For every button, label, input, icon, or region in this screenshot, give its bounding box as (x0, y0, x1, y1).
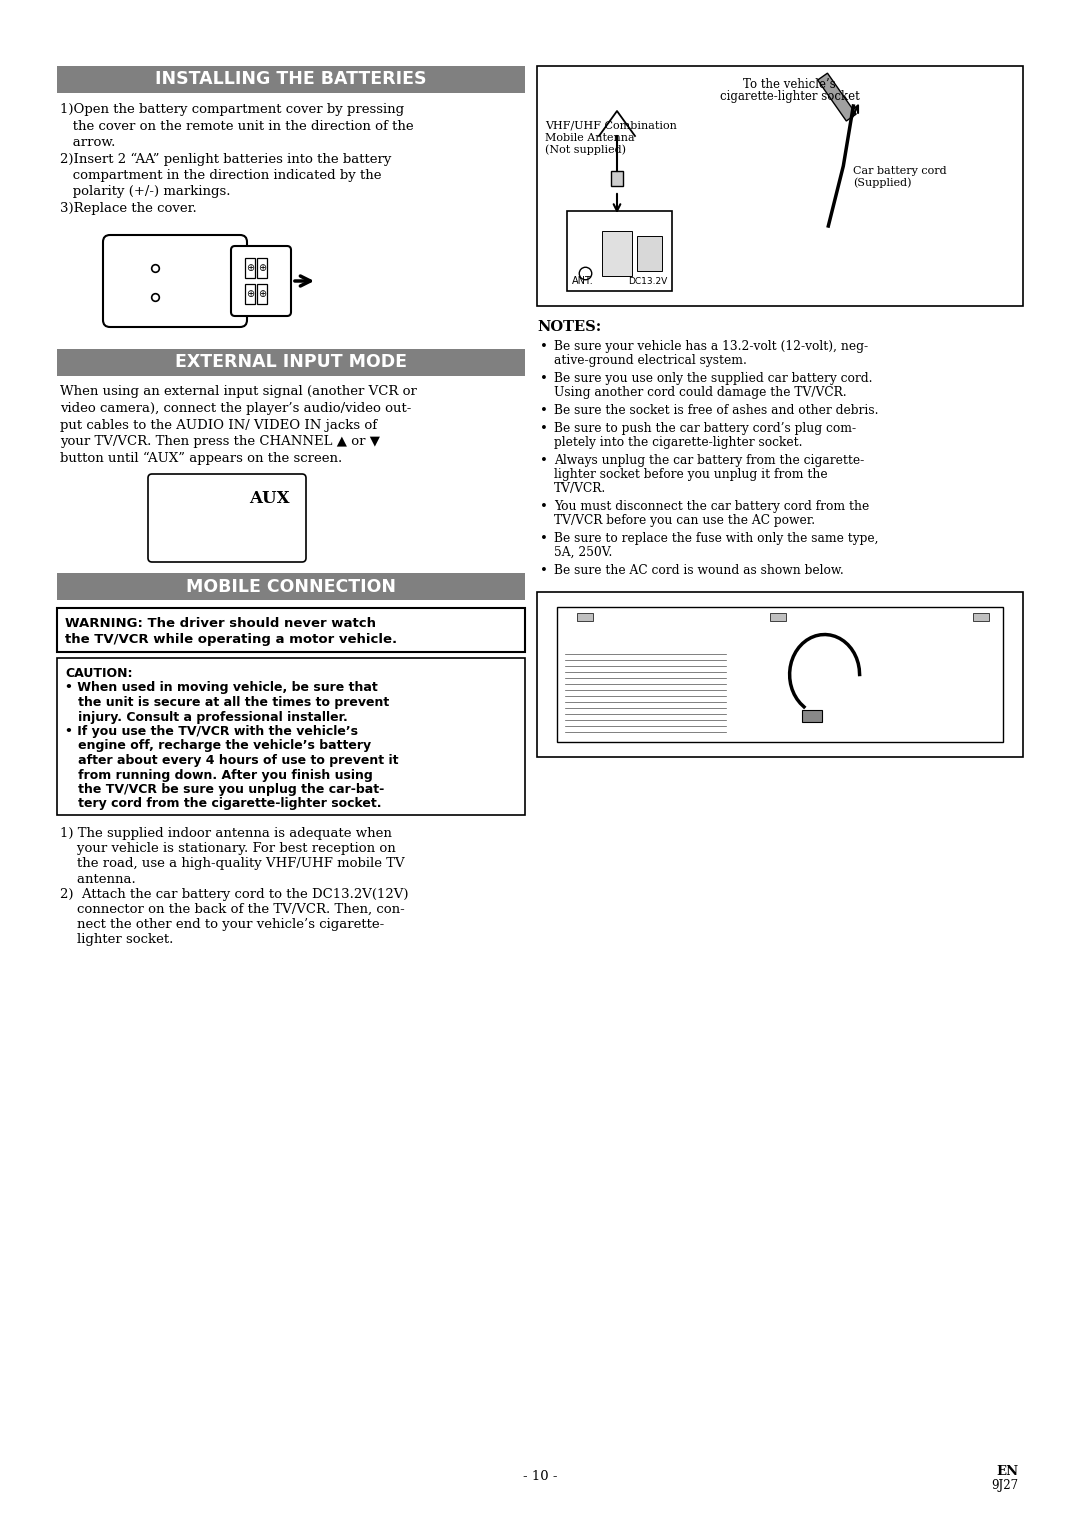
Text: DC13.2V: DC13.2V (627, 277, 667, 286)
Text: the unit is secure at all the times to prevent: the unit is secure at all the times to p… (65, 697, 389, 709)
Text: ⊕: ⊕ (246, 289, 254, 299)
Text: - 10 -: - 10 - (523, 1470, 557, 1484)
Text: 3)Replace the cover.: 3)Replace the cover. (60, 202, 197, 214)
Text: from running down. After you finish using: from running down. After you finish usin… (65, 769, 373, 781)
Text: VHF/UHF Combination
Mobile Antenna
(Not supplied): VHF/UHF Combination Mobile Antenna (Not … (545, 121, 677, 155)
Text: the cover on the remote unit in the direction of the: the cover on the remote unit in the dire… (60, 119, 414, 133)
Bar (577, 612, 593, 622)
Text: injury. Consult a professional installer.: injury. Consult a professional installer… (65, 710, 348, 724)
FancyBboxPatch shape (148, 475, 306, 562)
Text: nect the other end to your vehicle’s cigarette-: nect the other end to your vehicle’s cig… (60, 919, 384, 931)
Text: • When used in moving vehicle, be sure that: • When used in moving vehicle, be sure t… (65, 681, 378, 695)
Bar (57, 66, 525, 93)
Text: ⊕: ⊕ (246, 263, 254, 273)
Bar (537, 66, 1023, 306)
Text: pletely into the cigarette-lighter socket.: pletely into the cigarette-lighter socke… (554, 436, 802, 449)
Text: • If you use the TV/VCR with the vehicle’s: • If you use the TV/VCR with the vehicle… (65, 726, 357, 738)
Text: •: • (540, 340, 548, 354)
Text: 2)  Attach the car battery cord to the DC13.2V(12V): 2) Attach the car battery cord to the DC… (60, 888, 408, 900)
Text: •: • (540, 404, 548, 416)
Text: your vehicle is stationary. For best reception on: your vehicle is stationary. For best rec… (60, 842, 395, 856)
Text: EXTERNAL INPUT MODE: EXTERNAL INPUT MODE (175, 354, 407, 371)
Bar (57, 658, 525, 814)
Text: When using an external input signal (another VCR or: When using an external input signal (ano… (60, 386, 417, 398)
FancyBboxPatch shape (231, 246, 291, 315)
Text: TV/VCR.: TV/VCR. (554, 482, 606, 495)
Text: engine off, recharge the vehicle’s battery: engine off, recharge the vehicle’s batte… (65, 739, 372, 753)
Text: the road, use a high-quality VHF/UHF mobile TV: the road, use a high-quality VHF/UHF mob… (60, 857, 405, 871)
Text: Be sure the AC cord is wound as shown below.: Be sure the AC cord is wound as shown be… (554, 563, 843, 577)
Text: AUX: AUX (249, 490, 291, 507)
Text: Always unplug the car battery from the cigarette-: Always unplug the car battery from the c… (554, 455, 864, 467)
Text: Be sure to push the car battery cord’s plug com-: Be sure to push the car battery cord’s p… (554, 423, 856, 435)
Bar (257, 283, 267, 305)
FancyBboxPatch shape (103, 234, 247, 328)
Text: put cables to the AUDIO IN/ VIDEO IN jacks of: put cables to the AUDIO IN/ VIDEO IN jac… (60, 418, 377, 432)
Bar (602, 231, 632, 276)
Text: •: • (540, 531, 548, 545)
Text: connector on the back of the TV/VCR. Then, con-: connector on the back of the TV/VCR. The… (60, 903, 405, 916)
Text: Be sure you use only the supplied car battery cord.: Be sure you use only the supplied car ba… (554, 372, 873, 384)
Text: EN: EN (996, 1465, 1018, 1477)
Text: tery cord from the cigarette-lighter socket.: tery cord from the cigarette-lighter soc… (65, 798, 381, 810)
Text: •: • (540, 372, 548, 384)
Text: ⊕: ⊕ (258, 263, 266, 273)
Bar (57, 573, 525, 600)
Text: Be sure to replace the fuse with only the same type,: Be sure to replace the fuse with only th… (554, 531, 878, 545)
Text: Car battery cord
(Supplied): Car battery cord (Supplied) (853, 165, 946, 188)
Text: Be sure your vehicle has a 13.2-volt (12-volt), neg-: Be sure your vehicle has a 13.2-volt (12… (554, 340, 868, 354)
Text: 5A, 250V.: 5A, 250V. (554, 547, 612, 559)
Text: You must disconnect the car battery cord from the: You must disconnect the car battery cord… (554, 501, 869, 513)
Bar (973, 612, 989, 622)
Text: ⊕: ⊕ (258, 289, 266, 299)
Text: 9J27: 9J27 (990, 1479, 1018, 1493)
Bar (567, 211, 672, 291)
Text: Using another cord could damage the TV/VCR.: Using another cord could damage the TV/V… (554, 386, 847, 400)
Text: compartment in the direction indicated by the: compartment in the direction indicated b… (60, 168, 381, 182)
Text: button until “AUX” appears on the screen.: button until “AUX” appears on the screen… (60, 452, 342, 465)
Text: CAUTION:: CAUTION: (65, 668, 133, 680)
Text: •: • (540, 455, 548, 467)
Text: the TV/VCR be sure you unplug the car-bat-: the TV/VCR be sure you unplug the car-ba… (65, 782, 384, 796)
Text: ANT.: ANT. (572, 276, 594, 286)
Bar (245, 259, 255, 279)
Text: MOBILE CONNECTION: MOBILE CONNECTION (186, 577, 396, 596)
Text: 2)Insert 2 “AA” penlight batteries into the battery: 2)Insert 2 “AA” penlight batteries into … (60, 153, 391, 165)
Text: lighter socket.: lighter socket. (60, 934, 174, 946)
Bar (637, 236, 662, 271)
Text: WARNING: The driver should never watch: WARNING: The driver should never watch (65, 617, 376, 629)
Text: TV/VCR before you can use the AC power.: TV/VCR before you can use the AC power. (554, 514, 815, 527)
Bar (557, 606, 1003, 743)
Text: 1) The supplied indoor antenna is adequate when: 1) The supplied indoor antenna is adequa… (60, 827, 392, 841)
Text: after about every 4 hours of use to prevent it: after about every 4 hours of use to prev… (65, 753, 399, 767)
Text: INSTALLING THE BATTERIES: INSTALLING THE BATTERIES (156, 70, 427, 89)
Bar (802, 710, 822, 723)
Bar (57, 349, 525, 375)
Text: NOTES:: NOTES: (537, 320, 602, 334)
Text: antenna.: antenna. (60, 873, 136, 885)
Bar (537, 592, 1023, 756)
Text: •: • (540, 423, 548, 435)
Text: 1)Open the battery compartment cover by pressing: 1)Open the battery compartment cover by … (60, 103, 404, 116)
Text: ative-ground electrical system.: ative-ground electrical system. (554, 354, 747, 367)
Text: arrow.: arrow. (60, 136, 116, 149)
Text: lighter socket before you unplug it from the: lighter socket before you unplug it from… (554, 468, 827, 481)
Text: •: • (540, 501, 548, 513)
Bar (770, 612, 786, 622)
Text: your TV/VCR. Then press the CHANNEL ▲ or ▼: your TV/VCR. Then press the CHANNEL ▲ or… (60, 435, 380, 449)
Bar (57, 608, 525, 652)
Bar (611, 171, 623, 185)
Text: •: • (540, 563, 548, 577)
Text: Be sure the socket is free of ashes and other debris.: Be sure the socket is free of ashes and … (554, 404, 878, 416)
Text: polarity (+/-) markings.: polarity (+/-) markings. (60, 185, 230, 199)
Text: video camera), connect the player’s audio/video out-: video camera), connect the player’s audi… (60, 403, 411, 415)
Bar (245, 283, 255, 305)
Bar (818, 73, 856, 121)
Text: cigarette-lighter socket: cigarette-lighter socket (720, 90, 860, 103)
Text: To the vehicle’s: To the vehicle’s (743, 78, 836, 90)
Bar (257, 259, 267, 279)
Text: the TV/VCR while operating a motor vehicle.: the TV/VCR while operating a motor vehic… (65, 632, 397, 646)
